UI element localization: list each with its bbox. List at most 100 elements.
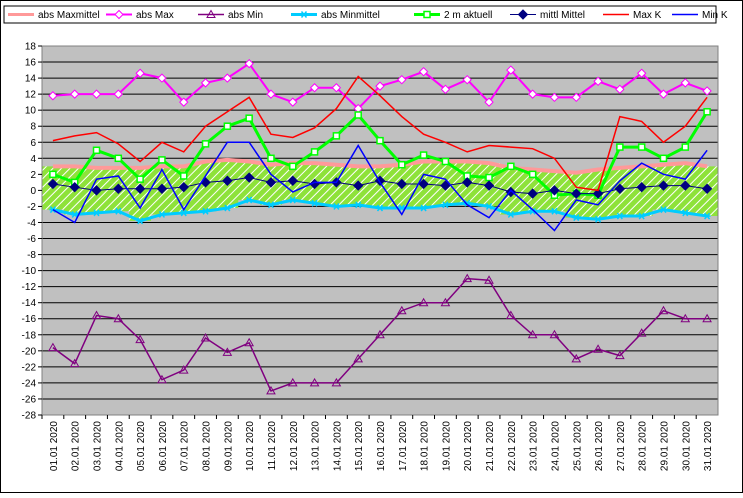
abs-max-point [375, 81, 385, 91]
2-m-aktuell-point [49, 170, 57, 179]
abs-min-point [287, 377, 298, 387]
x-tick-label: 07.01 2020 [180, 421, 191, 471]
mittl-mittel-point [178, 181, 189, 193]
mittl-mittel-point [680, 180, 691, 191]
2-m-aktuell-point [441, 157, 450, 166]
abs-max-point [157, 73, 167, 83]
2-m-aktuell-point [92, 146, 101, 155]
y-tick-label: 14 [25, 74, 37, 85]
legend-mittl-mittel-point [517, 9, 529, 20]
2-m-aktuell-point [158, 156, 166, 164]
abs-max-point [680, 78, 690, 88]
x-tick-label: 01.01 2020 [49, 421, 60, 471]
y-tick-label: 2 [30, 170, 36, 181]
x-axis: 01.01 2020 02.01 2020 03.01 2020 04.01 2020… [41, 415, 714, 471]
mittl-mittel-point [418, 178, 429, 190]
abs-minmittel-point [485, 202, 493, 210]
x-tick-label: 16.01 2020 [376, 421, 387, 471]
x-tick-label: 19.01 2020 [441, 421, 452, 471]
abs-max-point [440, 84, 451, 95]
y-tick-label: 12 [25, 90, 37, 101]
legend-label-abs-max: abs Max [136, 10, 174, 21]
y-tick-label: -24 [22, 378, 37, 389]
2-m-aktuell-point [332, 132, 341, 140]
mittl-mittel-point [571, 188, 582, 199]
abs-max-point [70, 89, 80, 99]
abs-max-point [200, 78, 211, 88]
y-tick-label: -14 [22, 298, 37, 309]
abs-minmittel-point [223, 204, 231, 212]
x-tick-label: 25.01 2020 [572, 421, 583, 471]
abs-minmittel-point [71, 210, 79, 218]
mittl-mittel-point [440, 180, 451, 191]
x-tick-label: 09.01 2020 [223, 421, 234, 471]
2-m-aktuell-point [201, 140, 210, 148]
x-tick-label: 04.01 2020 [114, 421, 125, 471]
abs-min-point [571, 353, 582, 363]
x-tick-label: 24.01 2020 [550, 421, 561, 471]
mittl-mittel-point [592, 188, 604, 199]
x-tick-label: 17.01 2020 [398, 421, 409, 471]
y-tick-label: 0 [30, 186, 36, 197]
x-tick-label: 15.01 2020 [354, 421, 365, 471]
abs-minmittel-point [93, 209, 101, 217]
mittl-mittel-point [636, 181, 647, 193]
abs-max-point [549, 92, 560, 103]
abs-min-point [309, 377, 320, 387]
abs-minmittel-point [550, 207, 558, 215]
2-m-aktuell-point [681, 143, 690, 151]
mittl-mittel-point [374, 175, 386, 186]
series-abs-maxmittel [52, 157, 708, 175]
abs-minmittel-point [376, 204, 384, 212]
y-tick-label: -20 [22, 346, 37, 357]
mittl-mittel-point [396, 178, 408, 190]
y-tick-label: 8 [30, 122, 36, 133]
x-tick-label: 13.01 2020 [311, 421, 322, 471]
abs-max-point [615, 84, 625, 95]
2-m-aktuell-point [289, 162, 297, 171]
abs-max-point [527, 89, 538, 99]
x-tick-label: 20.01 2020 [463, 421, 474, 471]
abs-min-point [702, 313, 712, 323]
mittl-mittel-point [91, 185, 102, 196]
abs-min-point [440, 297, 451, 307]
abs-max-point [462, 74, 472, 85]
y-tick-label: -4 [27, 218, 36, 229]
2-m-aktuell-point [637, 143, 646, 151]
abs-minmittel-point [158, 210, 166, 218]
abs-min-point [200, 332, 211, 342]
mittl-mittel-point [222, 175, 233, 186]
abs-max-point [658, 89, 669, 99]
abs-min-point [331, 377, 342, 387]
2-m-aktuell-point [485, 173, 493, 182]
2-m-aktuell-point [398, 160, 406, 169]
abs-min-point [680, 313, 691, 323]
x-tick-label: 12.01 2020 [289, 421, 300, 471]
abs-minmittel-point [616, 212, 624, 220]
abs-max-point [571, 92, 581, 103]
y-tick-label: 4 [30, 154, 36, 165]
series-min-k [52, 141, 708, 232]
abs-minmittel-point [49, 206, 57, 214]
abs-min-point [527, 329, 538, 339]
mittl-mittel-point [47, 178, 59, 190]
legend-box [3, 5, 717, 24]
y-tick-label: -2 [27, 202, 36, 213]
legend-abs-max-point [114, 9, 124, 20]
2-m-aktuell-point [179, 172, 188, 180]
y-axis: 18 16 14 12 10 8 6 4 2 0 -2 -4 -6 -8 -10 -12 -14 -16 -18 -2… [22, 42, 42, 422]
2-m-aktuell-point [703, 108, 711, 116]
abs-minmittel-point [507, 210, 515, 218]
abs-min-point [222, 347, 233, 356]
legend-label-mittl-mittel: mittl Mittel [540, 10, 585, 21]
abs-min-point [658, 305, 669, 315]
abs-min-point [353, 353, 364, 363]
mittl-mittel-point [265, 177, 277, 188]
x-tick-label: 08.01 2020 [202, 421, 213, 471]
abs-max-point [702, 86, 712, 96]
series-abs-max [48, 58, 712, 114]
abs-minmittel-point [638, 212, 646, 220]
legend-abs-minmittel-point [300, 11, 308, 18]
abs-minmittel-point [572, 214, 580, 222]
